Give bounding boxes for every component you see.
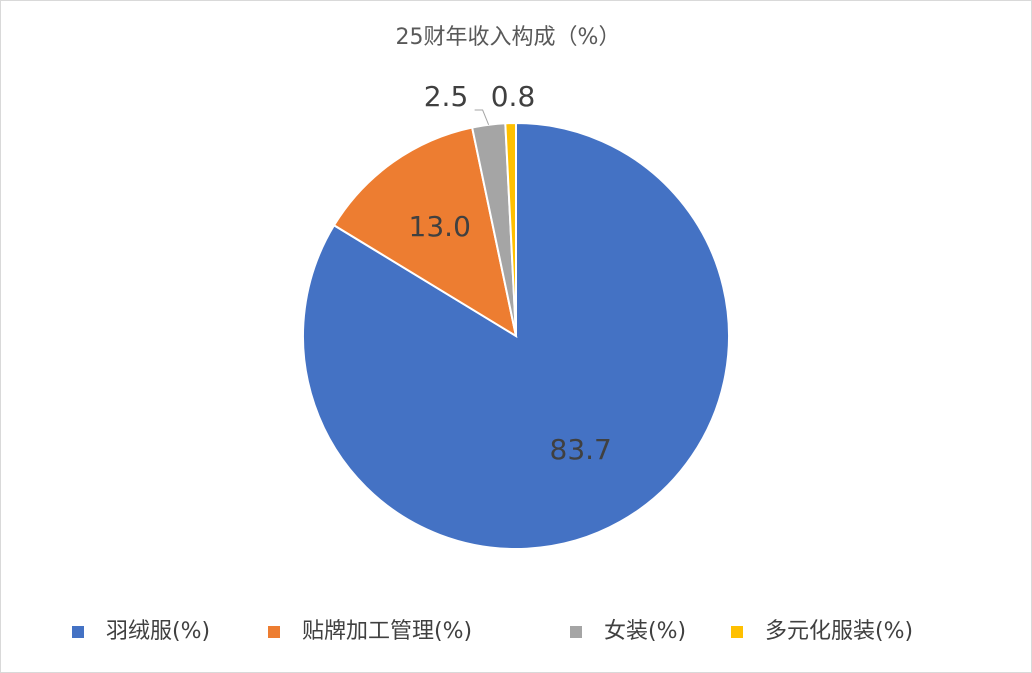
legend-swatch xyxy=(268,626,280,638)
legend-label: 女装(%) xyxy=(604,619,686,644)
legend-label: 贴牌加工管理(%) xyxy=(302,619,472,644)
chart-title: 25财年收入构成（%） xyxy=(396,25,621,50)
leader-line xyxy=(474,109,490,125)
legend-label: 羽绒服(%) xyxy=(106,619,210,644)
legend-swatch xyxy=(731,626,743,638)
pie-slice xyxy=(332,126,518,339)
data-label: 83.7 xyxy=(550,433,612,466)
data-label: 2.5 xyxy=(424,80,469,113)
legend-swatch xyxy=(72,626,84,638)
data-label: 0.8 xyxy=(491,80,536,113)
pie-slice xyxy=(504,121,517,337)
data-label: 13.0 xyxy=(409,210,471,243)
legend-swatch xyxy=(570,626,582,638)
legend-label: 多元化服装(%) xyxy=(765,619,913,644)
